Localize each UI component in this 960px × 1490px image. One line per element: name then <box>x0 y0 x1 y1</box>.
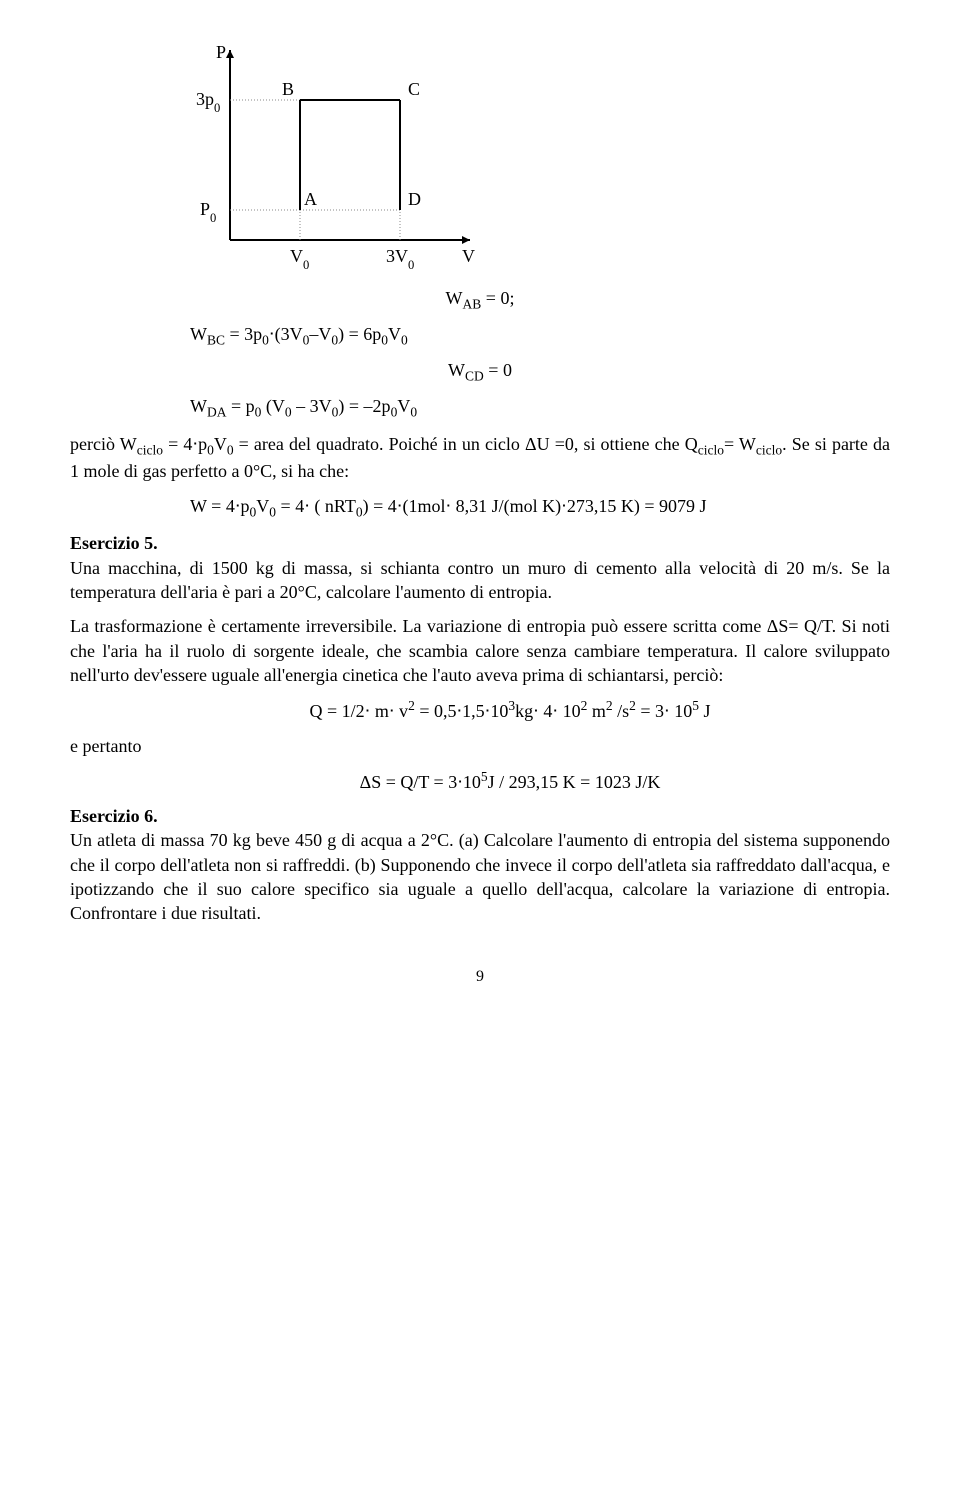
svg-text:3p0: 3p0 <box>196 89 220 115</box>
eq-q: Q = 1/2⋅ m⋅ v2 = 0,5⋅1,5⋅103kg⋅ 4⋅ 102 m… <box>130 697 890 723</box>
eq-wbc: WBC = 3p0⋅(3V0–V0) = 6p0V0 <box>190 322 890 350</box>
svg-text:A: A <box>304 189 317 209</box>
svg-text:C: C <box>408 79 420 99</box>
para-wciclo: perciò Wciclo = 4⋅p0V0 = area del quadra… <box>70 432 890 484</box>
eq-wcd: WCD = 0 <box>70 358 890 386</box>
ex6-title: Esercizio 6. <box>70 806 158 826</box>
svg-text:B: B <box>282 79 294 99</box>
page-number: 9 <box>70 966 890 988</box>
e-pertanto: e pertanto <box>70 734 890 758</box>
eq-wda: WDA = p0 (V0 – 3V0) = –2p0V0 <box>190 394 890 422</box>
esercizio-5: Esercizio 5. Una macchina, di 1500 kg di… <box>70 531 890 604</box>
ex5-title: Esercizio 5. <box>70 533 158 553</box>
svg-text:P0: P0 <box>200 199 216 225</box>
pv-diagram-container: P 3p0 P0 V0 3V0 V A B C D <box>190 40 890 276</box>
pv-diagram: P 3p0 P0 V0 3V0 V A B C D <box>190 40 490 270</box>
para-irrev: La trasformazione è certamente irreversi… <box>70 614 890 687</box>
eq-ds: ΔS = Q/T = 3⋅105J / 293,15 K = 1023 J/K <box>130 768 890 794</box>
eq-wab: WAB = 0; <box>70 286 890 314</box>
svg-text:P: P <box>216 42 226 62</box>
svg-text:V: V <box>462 246 475 266</box>
ex6-body: Un atleta di massa 70 kg beve 450 g di a… <box>70 830 890 923</box>
svg-text:3V0: 3V0 <box>386 246 414 270</box>
svg-text:D: D <box>408 189 421 209</box>
esercizio-6: Esercizio 6. Un atleta di massa 70 kg be… <box>70 804 890 925</box>
svg-text:V0: V0 <box>290 246 309 270</box>
ex5-body: Una macchina, di 1500 kg di massa, si sc… <box>70 558 890 602</box>
eq-wtotal: W = 4⋅p0V0 = 4⋅ ( nRT0) = 4⋅(1mol⋅ 8,31 … <box>190 494 890 522</box>
